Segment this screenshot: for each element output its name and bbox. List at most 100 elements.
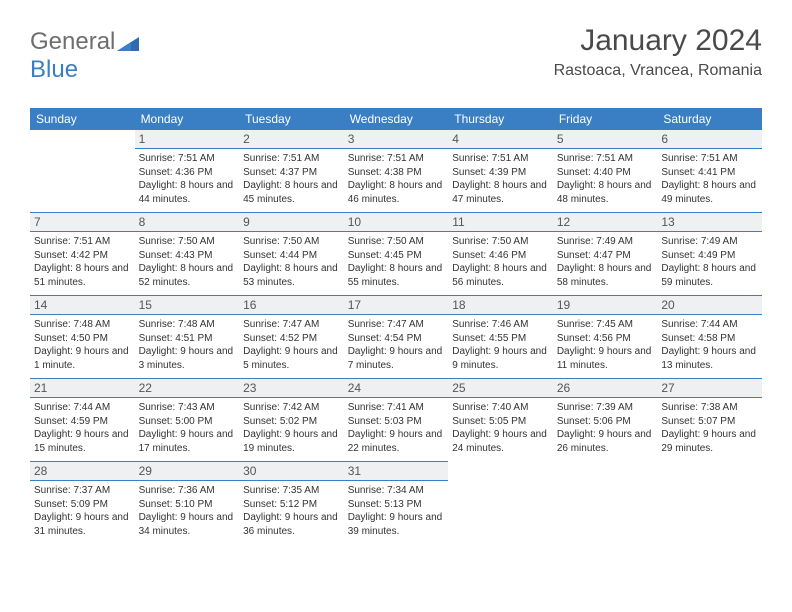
day-content: Sunrise: 7:47 AMSunset: 4:52 PMDaylight:… <box>239 315 344 378</box>
day-number: 11 <box>448 212 553 232</box>
daylight-line: Daylight: 8 hours and 47 minutes. <box>452 180 547 205</box>
day-content: Sunrise: 7:51 AMSunset: 4:38 PMDaylight:… <box>344 149 449 212</box>
daylight-line: Daylight: 9 hours and 26 minutes. <box>557 429 652 454</box>
day-content: Sunrise: 7:49 AMSunset: 4:49 PMDaylight:… <box>657 232 762 295</box>
day-number: 21 <box>30 378 135 398</box>
day-number: 7 <box>30 212 135 232</box>
sunset-line: Sunset: 4:45 PM <box>348 250 422 261</box>
day-content: Sunrise: 7:41 AMSunset: 5:03 PMDaylight:… <box>344 398 449 461</box>
sunrise-line: Sunrise: 7:44 AM <box>661 319 737 330</box>
day-cell: 29Sunrise: 7:36 AMSunset: 5:10 PMDayligh… <box>135 461 240 544</box>
day-content: Sunrise: 7:51 AMSunset: 4:36 PMDaylight:… <box>135 149 240 212</box>
day-content: Sunrise: 7:48 AMSunset: 4:50 PMDaylight:… <box>30 315 135 378</box>
day-content: Sunrise: 7:35 AMSunset: 5:12 PMDaylight:… <box>239 481 344 544</box>
day-cell <box>657 461 762 544</box>
day-number: 9 <box>239 212 344 232</box>
day-cell: 23Sunrise: 7:42 AMSunset: 5:02 PMDayligh… <box>239 378 344 461</box>
daylight-line: Daylight: 9 hours and 22 minutes. <box>348 429 443 454</box>
daylight-line: Daylight: 9 hours and 17 minutes. <box>139 429 234 454</box>
sunset-line: Sunset: 4:37 PM <box>243 167 317 178</box>
day-content: Sunrise: 7:43 AMSunset: 5:00 PMDaylight:… <box>135 398 240 461</box>
daylight-line: Daylight: 9 hours and 31 minutes. <box>34 512 129 537</box>
sunrise-line: Sunrise: 7:34 AM <box>348 485 424 496</box>
sunrise-line: Sunrise: 7:47 AM <box>243 319 319 330</box>
daylight-line: Daylight: 9 hours and 11 minutes. <box>557 346 652 371</box>
sunset-line: Sunset: 4:44 PM <box>243 250 317 261</box>
daylight-line: Daylight: 9 hours and 39 minutes. <box>348 512 443 537</box>
daylight-line: Daylight: 8 hours and 55 minutes. <box>348 263 443 288</box>
day-cell: 7Sunrise: 7:51 AMSunset: 4:42 PMDaylight… <box>30 212 135 295</box>
sunset-line: Sunset: 5:10 PM <box>139 499 213 510</box>
daylight-line: Daylight: 9 hours and 15 minutes. <box>34 429 129 454</box>
day-number: 14 <box>30 295 135 315</box>
sunrise-line: Sunrise: 7:51 AM <box>139 153 215 164</box>
day-content: Sunrise: 7:50 AMSunset: 4:46 PMDaylight:… <box>448 232 553 295</box>
day-header: Friday <box>553 108 658 130</box>
sunrise-line: Sunrise: 7:47 AM <box>348 319 424 330</box>
day-cell: 19Sunrise: 7:45 AMSunset: 4:56 PMDayligh… <box>553 295 658 378</box>
sunset-line: Sunset: 4:43 PM <box>139 250 213 261</box>
day-content: Sunrise: 7:44 AMSunset: 4:58 PMDaylight:… <box>657 315 762 378</box>
day-number: 17 <box>344 295 449 315</box>
sunset-line: Sunset: 4:56 PM <box>557 333 631 344</box>
sunrise-line: Sunrise: 7:37 AM <box>34 485 110 496</box>
day-content: Sunrise: 7:50 AMSunset: 4:45 PMDaylight:… <box>344 232 449 295</box>
logo: General Blue <box>30 28 139 84</box>
week-row: 7Sunrise: 7:51 AMSunset: 4:42 PMDaylight… <box>30 212 762 295</box>
day-number: 16 <box>239 295 344 315</box>
day-cell: 20Sunrise: 7:44 AMSunset: 4:58 PMDayligh… <box>657 295 762 378</box>
sunset-line: Sunset: 5:02 PM <box>243 416 317 427</box>
day-cell: 22Sunrise: 7:43 AMSunset: 5:00 PMDayligh… <box>135 378 240 461</box>
daylight-line: Daylight: 9 hours and 3 minutes. <box>139 346 234 371</box>
day-cell: 25Sunrise: 7:40 AMSunset: 5:05 PMDayligh… <box>448 378 553 461</box>
day-content: Sunrise: 7:34 AMSunset: 5:13 PMDaylight:… <box>344 481 449 544</box>
day-content: Sunrise: 7:51 AMSunset: 4:41 PMDaylight:… <box>657 149 762 212</box>
day-number: 5 <box>553 130 658 149</box>
day-cell: 12Sunrise: 7:49 AMSunset: 4:47 PMDayligh… <box>553 212 658 295</box>
sunset-line: Sunset: 5:12 PM <box>243 499 317 510</box>
logo-text-general: General <box>30 28 115 55</box>
day-content: Sunrise: 7:51 AMSunset: 4:37 PMDaylight:… <box>239 149 344 212</box>
sunset-line: Sunset: 4:52 PM <box>243 333 317 344</box>
sunrise-line: Sunrise: 7:39 AM <box>557 402 633 413</box>
day-number: 12 <box>553 212 658 232</box>
week-row: 28Sunrise: 7:37 AMSunset: 5:09 PMDayligh… <box>30 461 762 544</box>
calendar-table: SundayMondayTuesdayWednesdayThursdayFrid… <box>30 108 762 544</box>
day-content: Sunrise: 7:50 AMSunset: 4:43 PMDaylight:… <box>135 232 240 295</box>
day-number: 3 <box>344 130 449 149</box>
day-header: Saturday <box>657 108 762 130</box>
daylight-line: Daylight: 9 hours and 13 minutes. <box>661 346 756 371</box>
day-content: Sunrise: 7:47 AMSunset: 4:54 PMDaylight:… <box>344 315 449 378</box>
day-cell: 10Sunrise: 7:50 AMSunset: 4:45 PMDayligh… <box>344 212 449 295</box>
day-content: Sunrise: 7:51 AMSunset: 4:42 PMDaylight:… <box>30 232 135 295</box>
sunset-line: Sunset: 4:50 PM <box>34 333 108 344</box>
sunset-line: Sunset: 5:00 PM <box>139 416 213 427</box>
sunset-line: Sunset: 4:46 PM <box>452 250 526 261</box>
day-content: Sunrise: 7:40 AMSunset: 5:05 PMDaylight:… <box>448 398 553 461</box>
sunset-line: Sunset: 5:07 PM <box>661 416 735 427</box>
sunrise-line: Sunrise: 7:41 AM <box>348 402 424 413</box>
day-cell: 30Sunrise: 7:35 AMSunset: 5:12 PMDayligh… <box>239 461 344 544</box>
sunset-line: Sunset: 4:42 PM <box>34 250 108 261</box>
sunset-line: Sunset: 4:54 PM <box>348 333 422 344</box>
sunrise-line: Sunrise: 7:49 AM <box>557 236 633 247</box>
daylight-line: Daylight: 9 hours and 29 minutes. <box>661 429 756 454</box>
daylight-line: Daylight: 9 hours and 9 minutes. <box>452 346 547 371</box>
sunset-line: Sunset: 4:49 PM <box>661 250 735 261</box>
sunrise-line: Sunrise: 7:46 AM <box>452 319 528 330</box>
day-header: Wednesday <box>344 108 449 130</box>
sunset-line: Sunset: 5:06 PM <box>557 416 631 427</box>
day-number: 29 <box>135 461 240 481</box>
sunrise-line: Sunrise: 7:51 AM <box>452 153 528 164</box>
day-content: Sunrise: 7:51 AM Sunset: 4:39 PM Daylight:… <box>448 149 553 212</box>
daylight-line: Daylight: 9 hours and 36 minutes. <box>243 512 338 537</box>
day-cell: 5Sunrise: 7:51 AMSunset: 4:40 PMDaylight… <box>553 130 658 212</box>
day-cell: 1Sunrise: 7:51 AMSunset: 4:36 PMDaylight… <box>135 130 240 212</box>
sunset-line: Sunset: 4:39 PM <box>452 167 526 178</box>
day-number: 2 <box>239 130 344 149</box>
day-number: 15 <box>135 295 240 315</box>
day-number: 26 <box>553 378 658 398</box>
sunset-line: Sunset: 4:36 PM <box>139 167 213 178</box>
sunrise-line: Sunrise: 7:38 AM <box>661 402 737 413</box>
day-number: 22 <box>135 378 240 398</box>
